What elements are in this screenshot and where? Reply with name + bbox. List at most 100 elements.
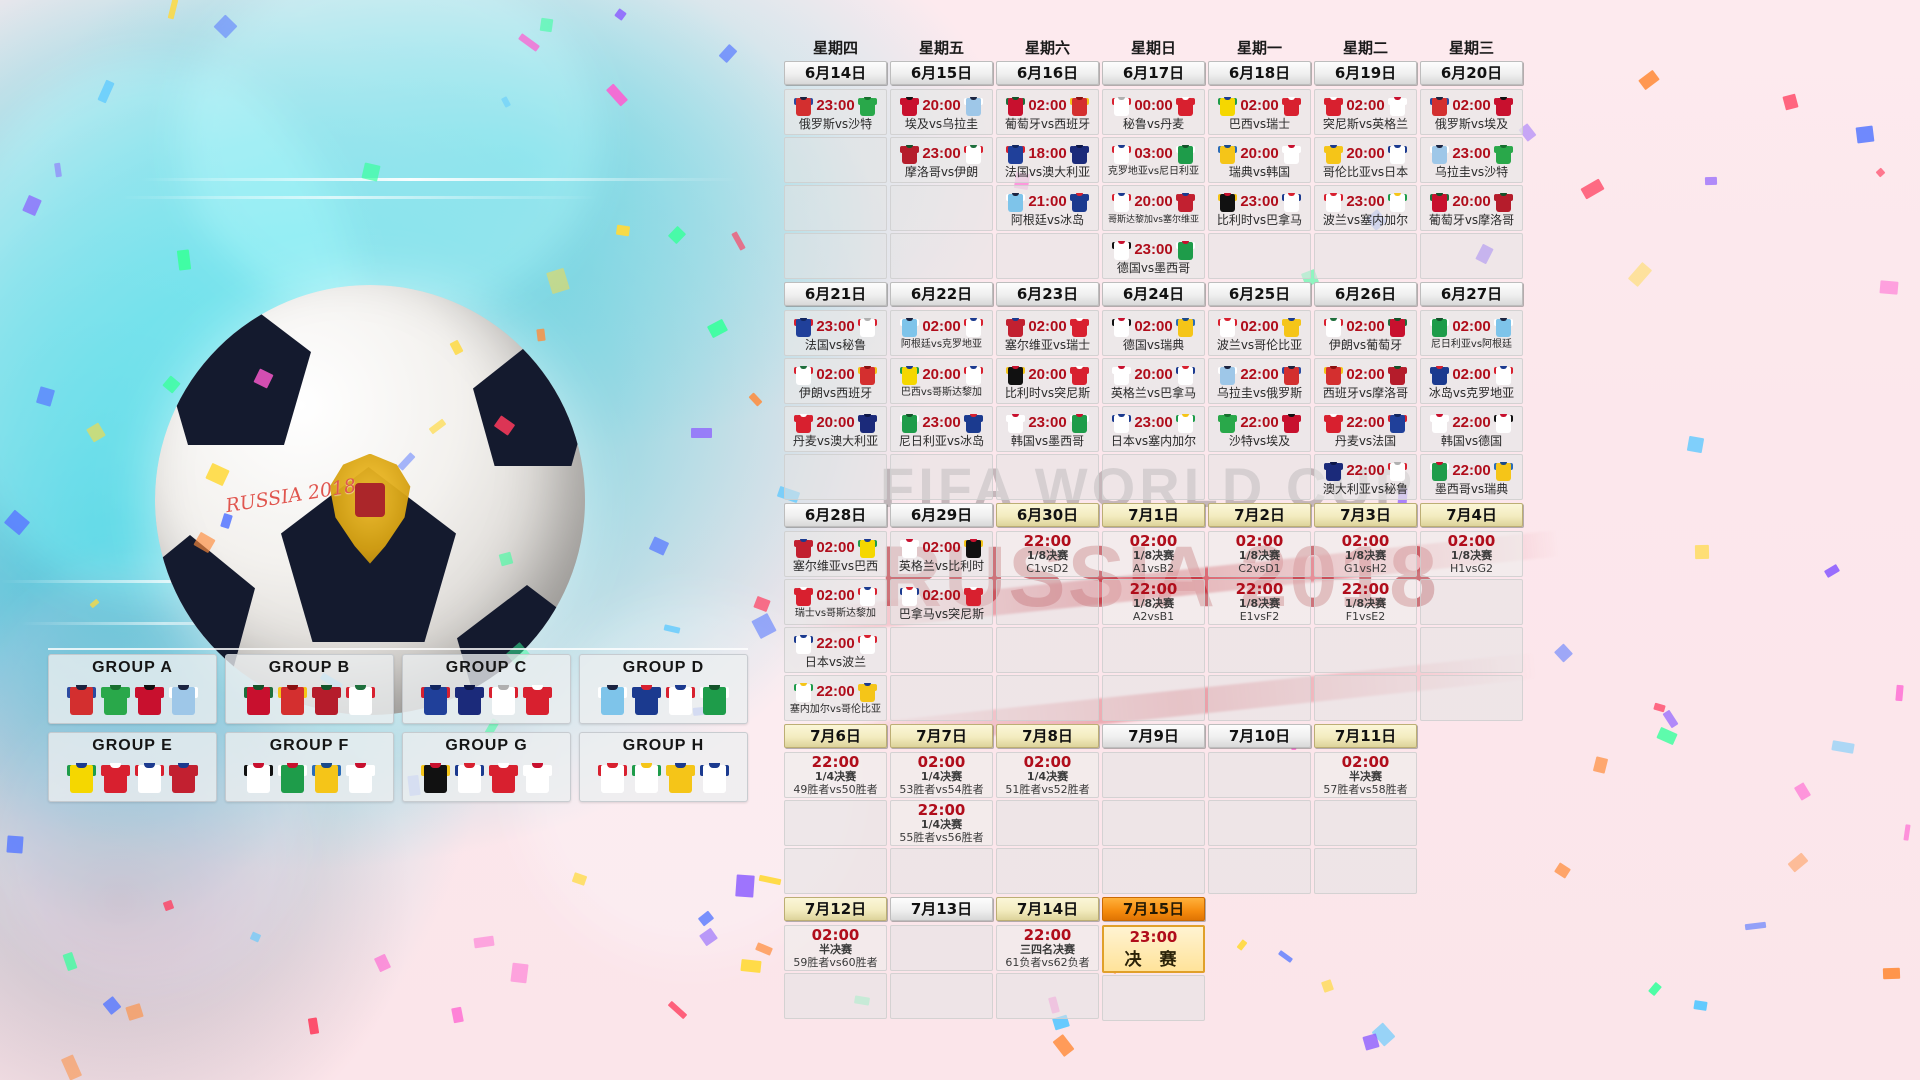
knockout-match-card[interactable]: 02:00 1/8决赛 A1vsB2	[1102, 531, 1205, 577]
date-header[interactable]: 6月27日	[1420, 282, 1523, 306]
match-card[interactable]: 20:00 丹麦vs澳大利亚	[784, 406, 887, 452]
knockout-match-card[interactable]: 02:00 1/4决赛 53胜者vs54胜者	[890, 752, 993, 798]
match-card[interactable]: 23:00 俄罗斯vs沙特	[784, 89, 887, 135]
match-card[interactable]: 23:00 韩国vs墨西哥	[996, 406, 1099, 452]
date-header[interactable]: 6月17日	[1102, 61, 1205, 85]
match-card[interactable]: 22:00 墨西哥vs瑞典	[1420, 454, 1523, 500]
match-card[interactable]: 23:00 摩洛哥vs伊朗	[890, 137, 993, 183]
group-box-group-a[interactable]: GROUP A	[48, 654, 217, 724]
date-header[interactable]: 6月22日	[890, 282, 993, 306]
date-header[interactable]: 6月25日	[1208, 282, 1311, 306]
knockout-match-card[interactable]: 22:00 1/8决赛 A2vsB1	[1102, 579, 1205, 625]
date-header[interactable]: 6月19日	[1314, 61, 1417, 85]
match-card[interactable]: 02:00 冰岛vs克罗地亚	[1420, 358, 1523, 404]
match-card[interactable]: 02:00 英格兰vs比利时	[890, 531, 993, 577]
group-box-group-d[interactable]: GROUP D	[579, 654, 748, 724]
match-card[interactable]: 02:00 阿根廷vs克罗地亚	[890, 310, 993, 356]
date-header[interactable]: 6月24日	[1102, 282, 1205, 306]
final-match-card[interactable]: 23:00 决 赛	[1102, 925, 1205, 973]
match-card[interactable]: 23:00 法国vs秘鲁	[784, 310, 887, 356]
match-card[interactable]: 02:00 尼日利亚vs阿根廷	[1420, 310, 1523, 356]
date-header[interactable]: 7月3日	[1314, 503, 1417, 527]
match-card[interactable]: 20:00 哥斯达黎加vs塞尔维亚	[1102, 185, 1205, 231]
date-header[interactable]: 7月14日	[996, 897, 1099, 921]
knockout-match-card[interactable]: 02:00 1/8决赛 H1vsG2	[1420, 531, 1523, 577]
match-card[interactable]: 02:00 巴西vs瑞士	[1208, 89, 1311, 135]
date-header[interactable]: 6月20日	[1420, 61, 1523, 85]
match-card[interactable]: 22:00 丹麦vs法国	[1314, 406, 1417, 452]
match-card[interactable]: 20:00 英格兰vs巴拿马	[1102, 358, 1205, 404]
date-header[interactable]: 6月18日	[1208, 61, 1311, 85]
knockout-match-card[interactable]: 22:00 1/8决赛 E1vsF2	[1208, 579, 1311, 625]
knockout-match-card[interactable]: 22:00 三四名决赛 61负者vs62负者	[996, 925, 1099, 971]
date-header[interactable]: 7月2日	[1208, 503, 1311, 527]
date-header[interactable]: 6月14日	[784, 61, 887, 85]
match-card[interactable]: 02:00 西班牙vs摩洛哥	[1314, 358, 1417, 404]
match-card[interactable]: 23:00 波兰vs塞内加尔	[1314, 185, 1417, 231]
match-card[interactable]: 02:00 葡萄牙vs西班牙	[996, 89, 1099, 135]
match-card[interactable]: 02:00 瑞士vs哥斯达黎加	[784, 579, 887, 625]
date-header[interactable]: 7月13日	[890, 897, 993, 921]
group-box-group-c[interactable]: GROUP C	[402, 654, 571, 724]
match-card[interactable]: 22:00 乌拉圭vs俄罗斯	[1208, 358, 1311, 404]
match-card[interactable]: 23:00 日本vs塞内加尔	[1102, 406, 1205, 452]
match-card[interactable]: 23:00 尼日利亚vs冰岛	[890, 406, 993, 452]
knockout-match-card[interactable]: 22:00 1/8决赛 C1vsD2	[996, 531, 1099, 577]
date-header[interactable]: 7月4日	[1420, 503, 1523, 527]
date-header[interactable]: 6月15日	[890, 61, 993, 85]
match-card[interactable]: 03:00 克罗地亚vs尼日利亚	[1102, 137, 1205, 183]
match-card[interactable]: 21:00 阿根廷vs冰岛	[996, 185, 1099, 231]
match-card[interactable]: 20:00 比利时vs突尼斯	[996, 358, 1099, 404]
match-card[interactable]: 02:00 塞尔维亚vs瑞士	[996, 310, 1099, 356]
group-box-group-g[interactable]: GROUP G	[402, 732, 571, 802]
match-card[interactable]: 23:00 德国vs墨西哥	[1102, 233, 1205, 279]
date-header[interactable]: 6月16日	[996, 61, 1099, 85]
date-header[interactable]: 6月28日	[784, 503, 887, 527]
date-header[interactable]: 7月11日	[1314, 724, 1417, 748]
match-card[interactable]: 02:00 伊朗vs葡萄牙	[1314, 310, 1417, 356]
knockout-match-card[interactable]: 22:00 1/8决赛 F1vsE2	[1314, 579, 1417, 625]
match-card[interactable]: 22:00 韩国vs德国	[1420, 406, 1523, 452]
date-header[interactable]: 7月10日	[1208, 724, 1311, 748]
group-box-group-h[interactable]: GROUP H	[579, 732, 748, 802]
match-card[interactable]: 20:00 葡萄牙vs摩洛哥	[1420, 185, 1523, 231]
group-box-group-f[interactable]: GROUP F	[225, 732, 394, 802]
date-header[interactable]: 7月15日	[1102, 897, 1205, 921]
match-card[interactable]: 20:00 瑞典vs韩国	[1208, 137, 1311, 183]
date-header[interactable]: 7月9日	[1102, 724, 1205, 748]
match-card[interactable]: 02:00 俄罗斯vs埃及	[1420, 89, 1523, 135]
match-card[interactable]: 22:00 日本vs波兰	[784, 627, 887, 673]
group-box-group-b[interactable]: GROUP B	[225, 654, 394, 724]
match-card[interactable]: 23:00 比利时vs巴拿马	[1208, 185, 1311, 231]
match-card[interactable]: 20:00 哥伦比亚vs日本	[1314, 137, 1417, 183]
match-card[interactable]: 02:00 德国vs瑞典	[1102, 310, 1205, 356]
date-header[interactable]: 7月8日	[996, 724, 1099, 748]
match-card[interactable]: 02:00 突尼斯vs英格兰	[1314, 89, 1417, 135]
knockout-match-card[interactable]: 02:00 1/4决赛 51胜者vs52胜者	[996, 752, 1099, 798]
knockout-match-card[interactable]: 02:00 1/8决赛 G1vsH2	[1314, 531, 1417, 577]
match-card[interactable]: 02:00 波兰vs哥伦比亚	[1208, 310, 1311, 356]
match-card[interactable]: 18:00 法国vs澳大利亚	[996, 137, 1099, 183]
knockout-match-card[interactable]: 02:00 半决赛 57胜者vs58胜者	[1314, 752, 1417, 798]
date-header[interactable]: 6月29日	[890, 503, 993, 527]
date-header[interactable]: 7月7日	[890, 724, 993, 748]
match-card[interactable]: 22:00 塞内加尔vs哥伦比亚	[784, 675, 887, 721]
knockout-match-card[interactable]: 22:00 1/4决赛 55胜者vs56胜者	[890, 800, 993, 846]
date-header[interactable]: 7月1日	[1102, 503, 1205, 527]
knockout-match-card[interactable]: 02:00 1/8决赛 C2vsD1	[1208, 531, 1311, 577]
date-header[interactable]: 6月26日	[1314, 282, 1417, 306]
date-header[interactable]: 6月30日	[996, 503, 1099, 527]
match-card[interactable]: 23:00 乌拉圭vs沙特	[1420, 137, 1523, 183]
date-header[interactable]: 6月23日	[996, 282, 1099, 306]
group-box-group-e[interactable]: GROUP E	[48, 732, 217, 802]
match-card[interactable]: 00:00 秘鲁vs丹麦	[1102, 89, 1205, 135]
date-header[interactable]: 7月12日	[784, 897, 887, 921]
match-card[interactable]: 02:00 巴拿马vs突尼斯	[890, 579, 993, 625]
match-card[interactable]: 22:00 沙特vs埃及	[1208, 406, 1311, 452]
match-card[interactable]: 02:00 伊朗vs西班牙	[784, 358, 887, 404]
knockout-match-card[interactable]: 02:00 半决赛 59胜者vs60胜者	[784, 925, 887, 971]
date-header[interactable]: 7月6日	[784, 724, 887, 748]
match-card[interactable]: 20:00 巴西vs哥斯达黎加	[890, 358, 993, 404]
match-card[interactable]: 02:00 塞尔维亚vs巴西	[784, 531, 887, 577]
knockout-match-card[interactable]: 22:00 1/4决赛 49胜者vs50胜者	[784, 752, 887, 798]
